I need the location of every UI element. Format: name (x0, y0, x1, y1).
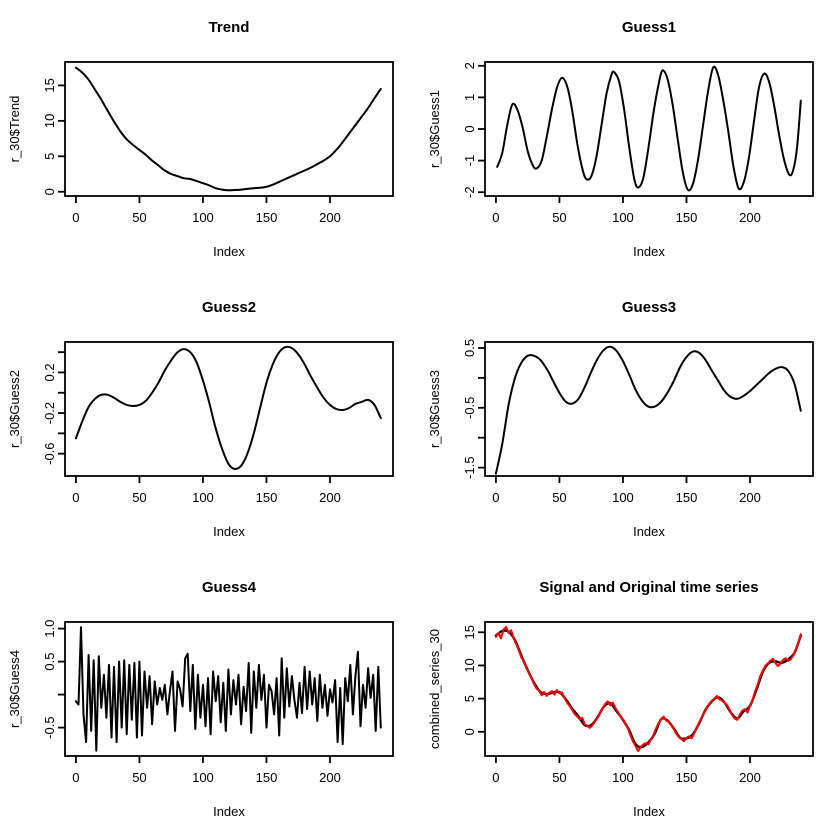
x-tick-label: 0 (492, 210, 499, 225)
panel-guess4: Guess4 0 50 100 150 200 1.0 0.5 -0.5 Index r_30… (0, 560, 420, 840)
x-tick-label: 0 (492, 490, 499, 505)
y-tick-label: 2 (462, 62, 477, 69)
plot-canvas-guess1: 0 50 100 150 200 -2 -1 0 1 2 (462, 61, 814, 225)
x-tick-label: 200 (319, 210, 341, 225)
y-tick-label: 0 (462, 125, 477, 132)
x-tick-label: 100 (192, 210, 214, 225)
x-tick-label: 150 (676, 490, 698, 505)
y-tick-label: 15 (42, 78, 57, 92)
y-tick-label: -2 (462, 186, 477, 198)
x-tick-label: 50 (552, 210, 566, 225)
panel-guess3: Guess3 0 50 100 150 200 0.5 -0.5 -1.5 Index r_3… (420, 280, 840, 560)
panel-title: Trend (208, 19, 250, 36)
series-original (494, 626, 802, 752)
x-axis-label: Index (213, 804, 245, 819)
plot-box (64, 61, 394, 197)
plot-canvas-trend: 0 50 100 150 200 0 5 10 15 (42, 61, 394, 225)
plot-canvas-guess2: 0 50 100 150 200 0.2 -0.2 -0.6 (42, 341, 394, 505)
x-axis-label: Index (213, 244, 245, 259)
panel-title: Guess3 (621, 299, 677, 316)
x-tick-label: 50 (552, 770, 566, 785)
x-tick-label: 50 (552, 490, 566, 505)
y-tick-label: 5 (42, 153, 57, 160)
plot-canvas-guess4: 0 50 100 150 200 1.0 0.5 -0.5 (42, 620, 394, 785)
x-axis-label: Index (633, 244, 665, 259)
x-tick-label: 200 (739, 770, 761, 785)
x-tick-label: 150 (256, 770, 278, 785)
x-tick-label: 150 (676, 210, 698, 225)
x-tick-label: 50 (132, 210, 146, 225)
x-tick-label: 100 (612, 770, 634, 785)
y-tick-label: -1 (462, 155, 477, 167)
x-tick-label: 50 (132, 490, 146, 505)
x-tick-label: 200 (739, 490, 761, 505)
y-tick-label: -0.2 (42, 402, 57, 424)
x-tick-label: 50 (132, 770, 146, 785)
y-tick-label: 0 (462, 728, 477, 735)
y-tick-label: -0.5 (42, 716, 57, 738)
x-tick-label: 150 (676, 770, 698, 785)
plot-box (64, 621, 394, 757)
y-tick-label: 10 (42, 114, 57, 128)
y-tick-label: -0.6 (42, 442, 57, 464)
plot-box (484, 341, 814, 477)
plot-box (484, 621, 814, 757)
y-axis-label: r_30$Guess1 (427, 89, 442, 169)
y-tick-label: 0 (42, 188, 57, 195)
plot-canvas-guess3: 0 50 100 150 200 0.5 -0.5 -1.5 (462, 339, 814, 505)
y-tick-label: 10 (462, 658, 477, 672)
x-tick-label: 200 (739, 210, 761, 225)
plot-box (484, 61, 814, 197)
y-axis-label: r_30$Trend (7, 95, 22, 163)
y-tick-label: 0.5 (462, 339, 477, 357)
y-tick-label: -0.5 (462, 397, 477, 419)
panel-trend: Trend 0 50 100 150 200 0 5 10 15 Index r_30$Tren… (0, 0, 420, 280)
x-tick-label: 150 (256, 490, 278, 505)
y-axis-label: r_30$Guess2 (7, 369, 22, 449)
y-tick-label: -1.5 (462, 456, 477, 478)
x-axis-label: Index (633, 804, 665, 819)
x-tick-label: 100 (612, 490, 634, 505)
x-tick-label: 150 (256, 210, 278, 225)
plot-box (64, 341, 394, 477)
series-guess4 (74, 626, 382, 752)
y-tick-label: 1.0 (42, 620, 57, 638)
x-tick-label: 100 (192, 490, 214, 505)
x-tick-label: 0 (72, 770, 79, 785)
panel-combined: Signal and Original time series 0 50 100 15… (420, 560, 840, 840)
x-tick-label: 100 (612, 210, 634, 225)
x-tick-label: 0 (492, 770, 499, 785)
x-tick-label: 0 (72, 490, 79, 505)
x-axis-label: Index (213, 524, 245, 539)
x-tick-label: 100 (192, 770, 214, 785)
y-tick-label: 5 (462, 695, 477, 702)
y-tick-label: 0.5 (42, 653, 57, 671)
panel-guess1: Guess1 0 50 100 150 200 -2 -1 0 1 2 Index r_30$Gu… (420, 0, 840, 280)
panel-guess2: Guess2 0 50 100 150 200 0.2 -0.2 -0.6 Index r_3… (0, 280, 420, 560)
panel-title: Guess1 (621, 19, 677, 36)
series-guess1 (496, 65, 802, 192)
plot-canvas-combined: 0 50 100 150 200 0 5 10 15 (462, 621, 814, 785)
y-axis-label: r_30$Guess4 (7, 649, 22, 729)
panel-title: Guess4 (201, 579, 257, 596)
series-guess2 (74, 345, 382, 470)
panel-title: Signal and Original time series (539, 579, 759, 596)
y-tick-label: 15 (462, 625, 477, 639)
panel-title: Guess2 (201, 299, 257, 316)
y-axis-label: combined_series_30 (427, 629, 442, 749)
x-tick-label: 0 (72, 210, 79, 225)
x-axis-label: Index (633, 524, 665, 539)
x-tick-label: 200 (319, 770, 341, 785)
series-guess3 (494, 345, 802, 475)
y-tick-label: 0.2 (42, 363, 57, 381)
x-tick-label: 200 (319, 490, 341, 505)
series-trend (74, 66, 382, 192)
y-tick-label: 1 (462, 94, 477, 101)
y-axis-label: r_30$Guess3 (427, 369, 442, 449)
